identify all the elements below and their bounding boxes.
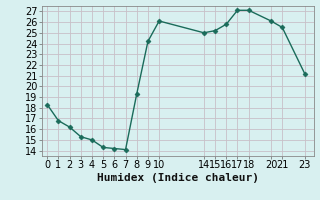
X-axis label: Humidex (Indice chaleur): Humidex (Indice chaleur) (97, 173, 259, 183)
